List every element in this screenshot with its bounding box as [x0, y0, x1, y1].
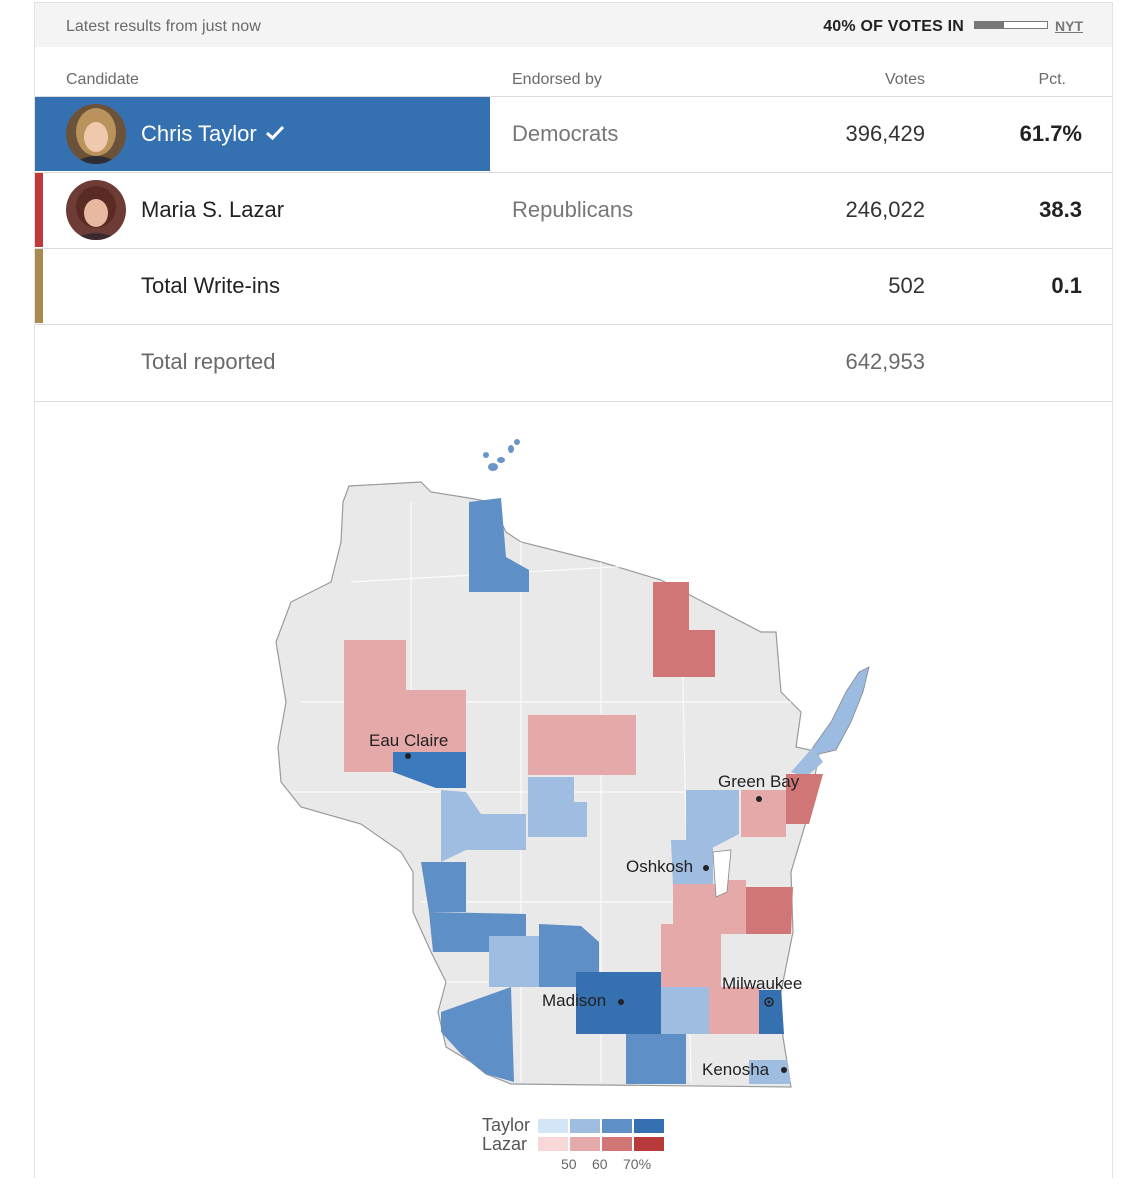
city-dot [405, 753, 411, 759]
candidate-row: Maria S. Lazar Republicans 246,022 38.3 [35, 172, 1112, 247]
city-label: Eau Claire [369, 731, 448, 750]
winner-check-icon [265, 121, 285, 147]
candidate-votes: 246,022 [845, 197, 925, 222]
city-label: Madison [542, 991, 606, 1010]
source-link[interactable]: NYT [1055, 18, 1083, 34]
column-header-pct: Pct. [1038, 71, 1066, 88]
candidate-row: Chris Taylor Democrats 396,429 61.7% [35, 96, 1112, 171]
legend-swatch [538, 1137, 568, 1151]
county-map: Eau Claire Green Bay Oshkosh Milwaukee M… [35, 401, 1112, 1180]
legend-swatch [602, 1137, 632, 1151]
candidate-votes: 502 [888, 273, 925, 298]
taylor-counties [393, 498, 823, 1084]
legend-swatch [570, 1137, 600, 1151]
city-markers [405, 753, 787, 1073]
legend-swatch [634, 1137, 664, 1151]
column-header-candidate: Candidate [66, 71, 139, 88]
votes-in-progress-bar [974, 21, 1048, 29]
lake-winnebago [712, 849, 732, 898]
legend-label-lazar: Lazar [482, 1134, 528, 1154]
city-label: Oshkosh [626, 857, 693, 876]
city-dot [703, 865, 709, 871]
avatar [66, 180, 126, 240]
latest-results-text: Latest results from just now [66, 18, 261, 35]
city-label: Kenosha [702, 1060, 770, 1079]
legend-swatch [634, 1119, 664, 1133]
city-dot [756, 796, 762, 802]
city-dot [618, 999, 624, 1005]
candidate-pct: 0.1 [1051, 273, 1082, 298]
candidate-party: Democrats [512, 121, 619, 146]
candidate-name: Maria S. Lazar [141, 197, 285, 222]
legend-swatch [538, 1119, 568, 1133]
results-card: Latest results from just now 40% OF VOTE… [34, 2, 1113, 1178]
city-label: Green Bay [718, 772, 800, 791]
total-label: Total reported [141, 349, 276, 374]
candidate-row: Total Write-ins 502 0.1 [35, 248, 1112, 323]
candidate-votes: 396,429 [845, 121, 925, 146]
legend-label-taylor: Taylor [482, 1115, 531, 1135]
candidate-name: Total Write-ins [141, 273, 280, 298]
column-header-votes: Votes [884, 71, 925, 88]
total-votes: 642,953 [845, 349, 925, 374]
legend-swatch [570, 1119, 600, 1133]
results-status-bar: Latest results from just now 40% OF VOTE… [35, 3, 1112, 47]
candidate-party: Republicans [512, 197, 634, 222]
total-row: Total reported 642,953 [35, 324, 1112, 399]
legend-swatches [538, 1119, 664, 1151]
candidate-name: Chris Taylor [141, 121, 285, 147]
city-dot [767, 1000, 771, 1004]
lazar-counties [344, 582, 823, 1034]
candidate-pct: 61.7% [1019, 121, 1082, 146]
party-color-bar [35, 249, 43, 323]
legend-tick: 50 [561, 1156, 577, 1172]
city-label: Milwaukee [722, 974, 802, 993]
legend-tick: 70% [623, 1156, 652, 1172]
door-peninsula [805, 666, 870, 758]
city-dot [781, 1067, 787, 1073]
candidate-pct: 38.3 [1039, 197, 1082, 222]
party-color-bar [35, 173, 43, 247]
avatar [66, 104, 126, 164]
votes-in-label: 40% OF VOTES IN [823, 18, 964, 35]
wisconsin-map: Eau Claire Green Bay Oshkosh Milwaukee M… [275, 439, 870, 1088]
legend-swatch [602, 1119, 632, 1133]
column-header-endorsed: Endorsed by [512, 71, 602, 88]
city-dot [764, 997, 774, 1007]
legend-tick: 60 [592, 1156, 608, 1172]
apostle-islands [483, 439, 520, 471]
